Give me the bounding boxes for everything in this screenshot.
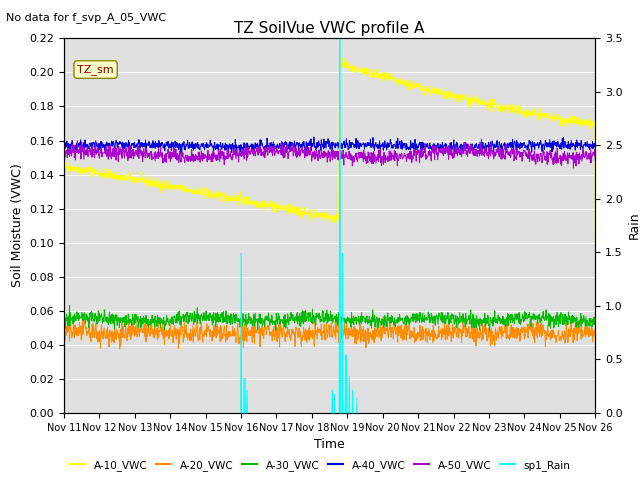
Text: TZ_sm: TZ_sm: [77, 64, 114, 75]
Y-axis label: Soil Moisture (VWC): Soil Moisture (VWC): [11, 164, 24, 288]
Legend: A-10_VWC, A-20_VWC, A-30_VWC, A-40_VWC, A-50_VWC, sp1_Rain: A-10_VWC, A-20_VWC, A-30_VWC, A-40_VWC, …: [65, 456, 575, 475]
X-axis label: Time: Time: [314, 438, 345, 451]
Y-axis label: Rain: Rain: [628, 212, 640, 240]
Title: TZ SoilVue VWC profile A: TZ SoilVue VWC profile A: [234, 21, 425, 36]
Text: No data for f_svp_A_05_VWC: No data for f_svp_A_05_VWC: [6, 12, 166, 23]
